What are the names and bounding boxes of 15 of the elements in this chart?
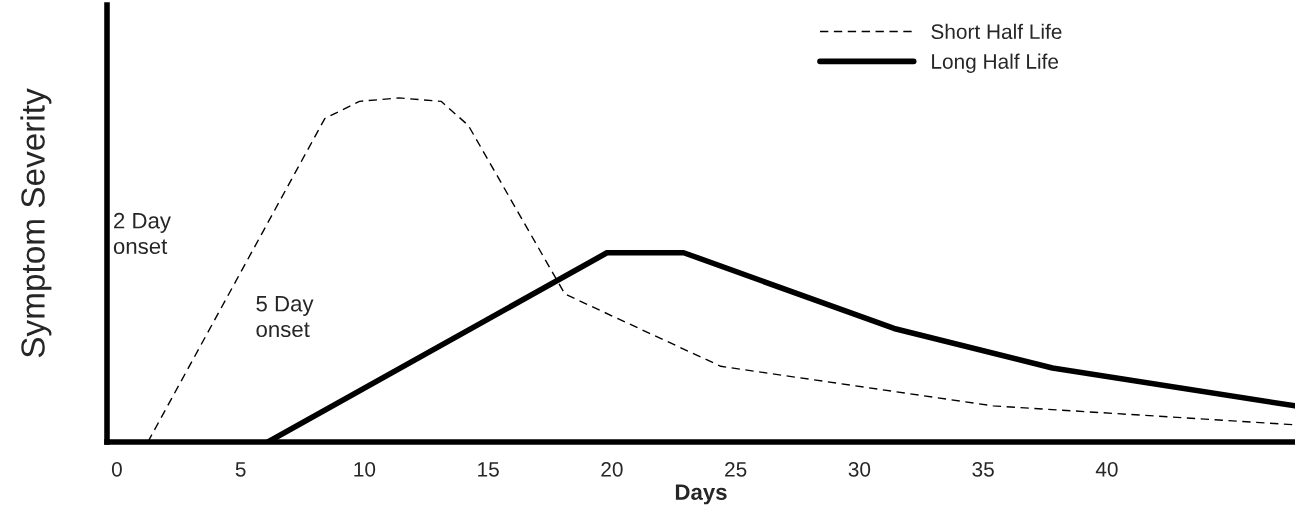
annotation: 2 Day onset [113, 212, 171, 255]
y-axis-title: Symptom Severity [20, 88, 52, 358]
legend-label: Long Half Life [932, 53, 1059, 74]
x-tick-label: 10 [354, 461, 376, 477]
annotation: 5 Day onset [256, 296, 314, 338]
x-tick-label: 15 [478, 462, 499, 477]
x-tick-label: 5 [235, 462, 246, 477]
x-tick-label: 25 [725, 461, 747, 477]
x-tick-label: 20 [601, 461, 623, 477]
legend-label: Short Half Life [931, 23, 1062, 40]
x-axis-title: Days [675, 484, 727, 505]
x-tick-label: 0 [111, 461, 122, 477]
x-tick-label: 35 [972, 461, 994, 477]
x-tick-label: 30 [848, 461, 871, 477]
x-tick-label: 40 [1095, 461, 1118, 477]
